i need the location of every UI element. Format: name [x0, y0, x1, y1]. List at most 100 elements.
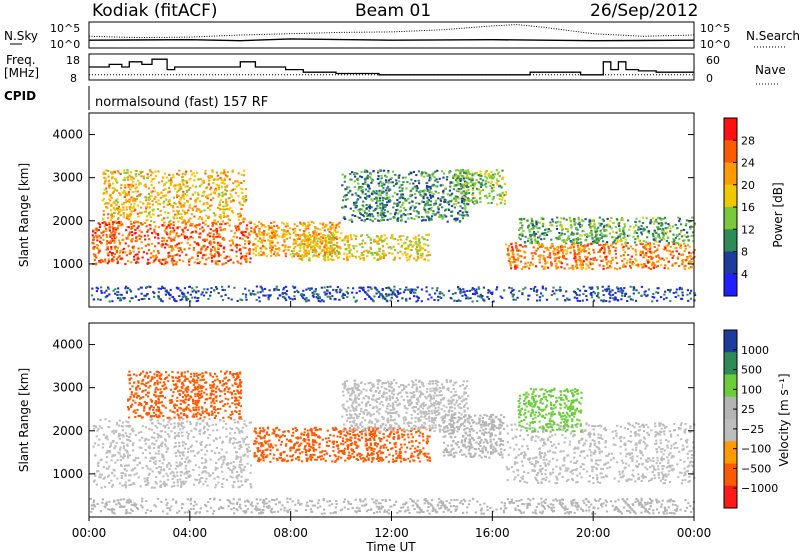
power-cell: [166, 226, 169, 229]
power-cell: [177, 195, 180, 197]
power-cell: [428, 207, 431, 210]
power-cell: [149, 174, 153, 177]
power-cell: [138, 183, 141, 186]
power-cell: [464, 208, 467, 211]
power-cell: [273, 235, 276, 237]
power-cell: [225, 200, 228, 203]
power-cell: [286, 224, 289, 227]
power-cell: [92, 246, 95, 249]
power-cell: [509, 262, 512, 265]
power-cell: [492, 176, 495, 179]
power-cell: [401, 189, 404, 192]
power-cell: [113, 239, 116, 242]
power-cell: [108, 293, 111, 296]
power-cell: [371, 199, 374, 202]
power-cell: [429, 203, 432, 206]
power-cell: [462, 195, 465, 198]
power-cell: [421, 247, 424, 250]
power-cell: [186, 211, 189, 214]
power-cell: [587, 234, 590, 237]
power-cell: [225, 189, 229, 192]
power-cell: [150, 195, 153, 198]
power-cell: [204, 249, 207, 252]
power-cell: [492, 197, 495, 200]
power-cell: [306, 246, 309, 249]
power-cell: [178, 200, 181, 203]
velocity-cell: [225, 422, 228, 425]
power-cell: [385, 293, 388, 296]
power-cell: [185, 181, 188, 184]
power-cell: [327, 259, 330, 262]
power-cell: [643, 254, 646, 257]
power-cell: [648, 248, 651, 251]
power-cell: [564, 299, 567, 302]
power-cell: [435, 178, 438, 181]
power-cell: [113, 233, 116, 236]
power-cell: [521, 227, 524, 230]
power-cell: [681, 253, 684, 256]
power-cell: [112, 259, 115, 262]
power-cell: [288, 296, 291, 299]
power-cell: [232, 182, 235, 185]
power-cell: [203, 209, 206, 212]
velocity-cell: [174, 435, 177, 438]
power-cell: [131, 225, 135, 228]
power-cell: [96, 287, 99, 290]
power-cell: [608, 250, 611, 253]
power-cell: [562, 294, 565, 297]
power-cell: [386, 242, 389, 245]
power-cell: [218, 207, 222, 210]
power-cell: [424, 204, 427, 207]
power-cell: [465, 186, 468, 189]
power-cell: [159, 298, 162, 301]
power-cell: [429, 194, 432, 197]
power-cell: [276, 252, 279, 255]
power-cell: [406, 181, 409, 184]
power-cell: [114, 231, 117, 234]
velocity-cell: [179, 428, 182, 431]
velocity-cell: [181, 427, 185, 430]
power-cell: [182, 182, 185, 185]
power-cell: [282, 288, 285, 291]
power-cell: [308, 251, 311, 254]
power-cell: [690, 235, 693, 238]
power-cell: [146, 262, 149, 265]
power-cell: [639, 252, 642, 255]
power-cell: [264, 226, 267, 228]
power-cell: [356, 198, 359, 201]
power-cell: [261, 232, 264, 235]
power-cell: [657, 216, 660, 219]
power-cell: [214, 262, 217, 265]
power-cell: [462, 190, 465, 193]
power-cell: [171, 205, 174, 207]
power-cell: [116, 262, 119, 265]
power-cell: [226, 171, 229, 174]
power-cell: [606, 263, 609, 266]
power-cell: [338, 252, 342, 255]
power-cell: [403, 251, 406, 254]
power-cell: [429, 200, 433, 203]
power-cell: [559, 286, 562, 289]
power-cell: [425, 234, 428, 237]
power-cell: [140, 298, 143, 301]
power-cell: [437, 191, 440, 194]
power-cell: [154, 170, 157, 173]
power-cell: [476, 300, 479, 303]
power-cell: [638, 220, 641, 223]
power-cell: [154, 175, 157, 177]
power-cell: [684, 224, 687, 227]
power-cell: [461, 199, 464, 202]
power-cell: [614, 242, 617, 245]
power-cell: [197, 251, 200, 254]
power-cell: [184, 213, 187, 216]
power-cell: [273, 230, 276, 233]
power-cell: [423, 258, 427, 261]
power-cell: [625, 262, 628, 265]
power-cell: [335, 290, 338, 293]
power-cell: [687, 267, 690, 270]
power-cell: [222, 247, 225, 250]
power-cell: [149, 216, 152, 219]
power-cell: [348, 244, 351, 246]
power-cell: [171, 257, 174, 260]
power-cell: [234, 180, 237, 183]
